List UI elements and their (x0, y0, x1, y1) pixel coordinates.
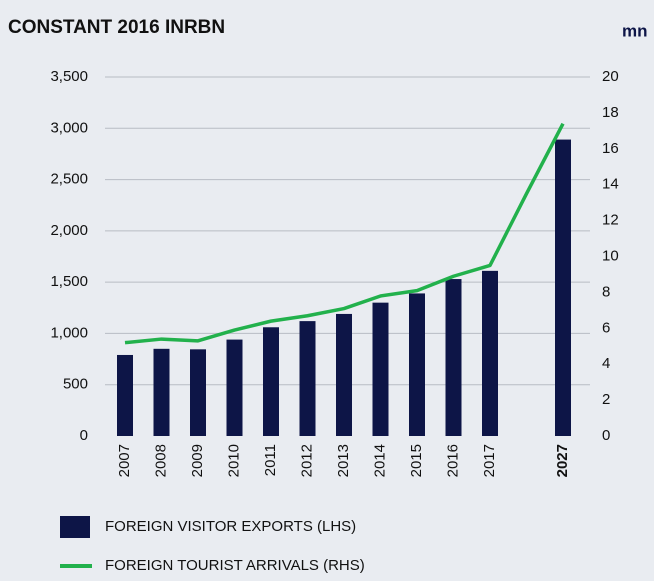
y2-tick-label: 20 (602, 68, 619, 85)
x-tick-label: 2014 (371, 444, 388, 477)
x-tick-label: 2027 (554, 444, 571, 477)
bar (445, 279, 462, 436)
bar (336, 313, 352, 436)
x-tick-label: 2007 (116, 444, 133, 477)
y-tick-label: 0 (80, 427, 88, 444)
y2-tick-label: 14 (602, 176, 619, 193)
y2-tick-label: 12 (602, 212, 619, 229)
bar (226, 339, 243, 436)
bar (409, 293, 425, 436)
x-tick-label: 2012 (298, 444, 315, 477)
bar (190, 349, 206, 436)
legend-label: FOREIGN VISITOR EXPORTS (LHS) (105, 518, 356, 535)
bar (555, 139, 571, 436)
y-tick-label: 1,500 (50, 273, 88, 290)
bar (299, 321, 316, 436)
x-tick-label: 2008 (152, 444, 169, 477)
bar (153, 348, 170, 436)
y-tick-label: 1,000 (50, 324, 88, 341)
y-tick-label: 3,500 (50, 68, 88, 85)
chart-title: CONSTANT 2016 INRBN (8, 17, 225, 38)
x-tick-label: 2017 (481, 444, 498, 477)
y2-axis-label: mn (622, 21, 648, 40)
x-tick-label: 2015 (408, 444, 425, 477)
line (124, 122, 565, 345)
y2-tick-label: 4 (602, 355, 610, 372)
x-tick-label: 2011 (262, 444, 279, 476)
y2-tick-label: 8 (602, 283, 610, 300)
x-tick-label: 2016 (444, 444, 461, 477)
y2-tick-label: 18 (602, 104, 619, 121)
y2-tick-label: 0 (602, 427, 610, 444)
x-tick-label: 2013 (335, 444, 352, 477)
y-tick-label: 500 (63, 376, 88, 393)
x-tick-label: 2010 (225, 444, 242, 477)
y2-tick-label: 16 (602, 140, 619, 157)
x-tick-label: 2009 (189, 444, 206, 477)
y2-tick-label: 10 (602, 247, 619, 264)
y2-tick-label: 6 (602, 319, 610, 336)
y-tick-label: 2,500 (50, 171, 88, 188)
y-tick-label: 2,000 (50, 222, 88, 239)
bar (263, 327, 279, 436)
legend-swatch (60, 516, 90, 538)
bar (117, 354, 133, 436)
legend-label: FOREIGN TOURIST ARRIVALS (RHS) (105, 557, 365, 574)
y-tick-label: 3,000 (50, 119, 88, 136)
bar (372, 302, 389, 436)
bar (482, 270, 498, 436)
y2-tick-label: 2 (602, 391, 610, 408)
